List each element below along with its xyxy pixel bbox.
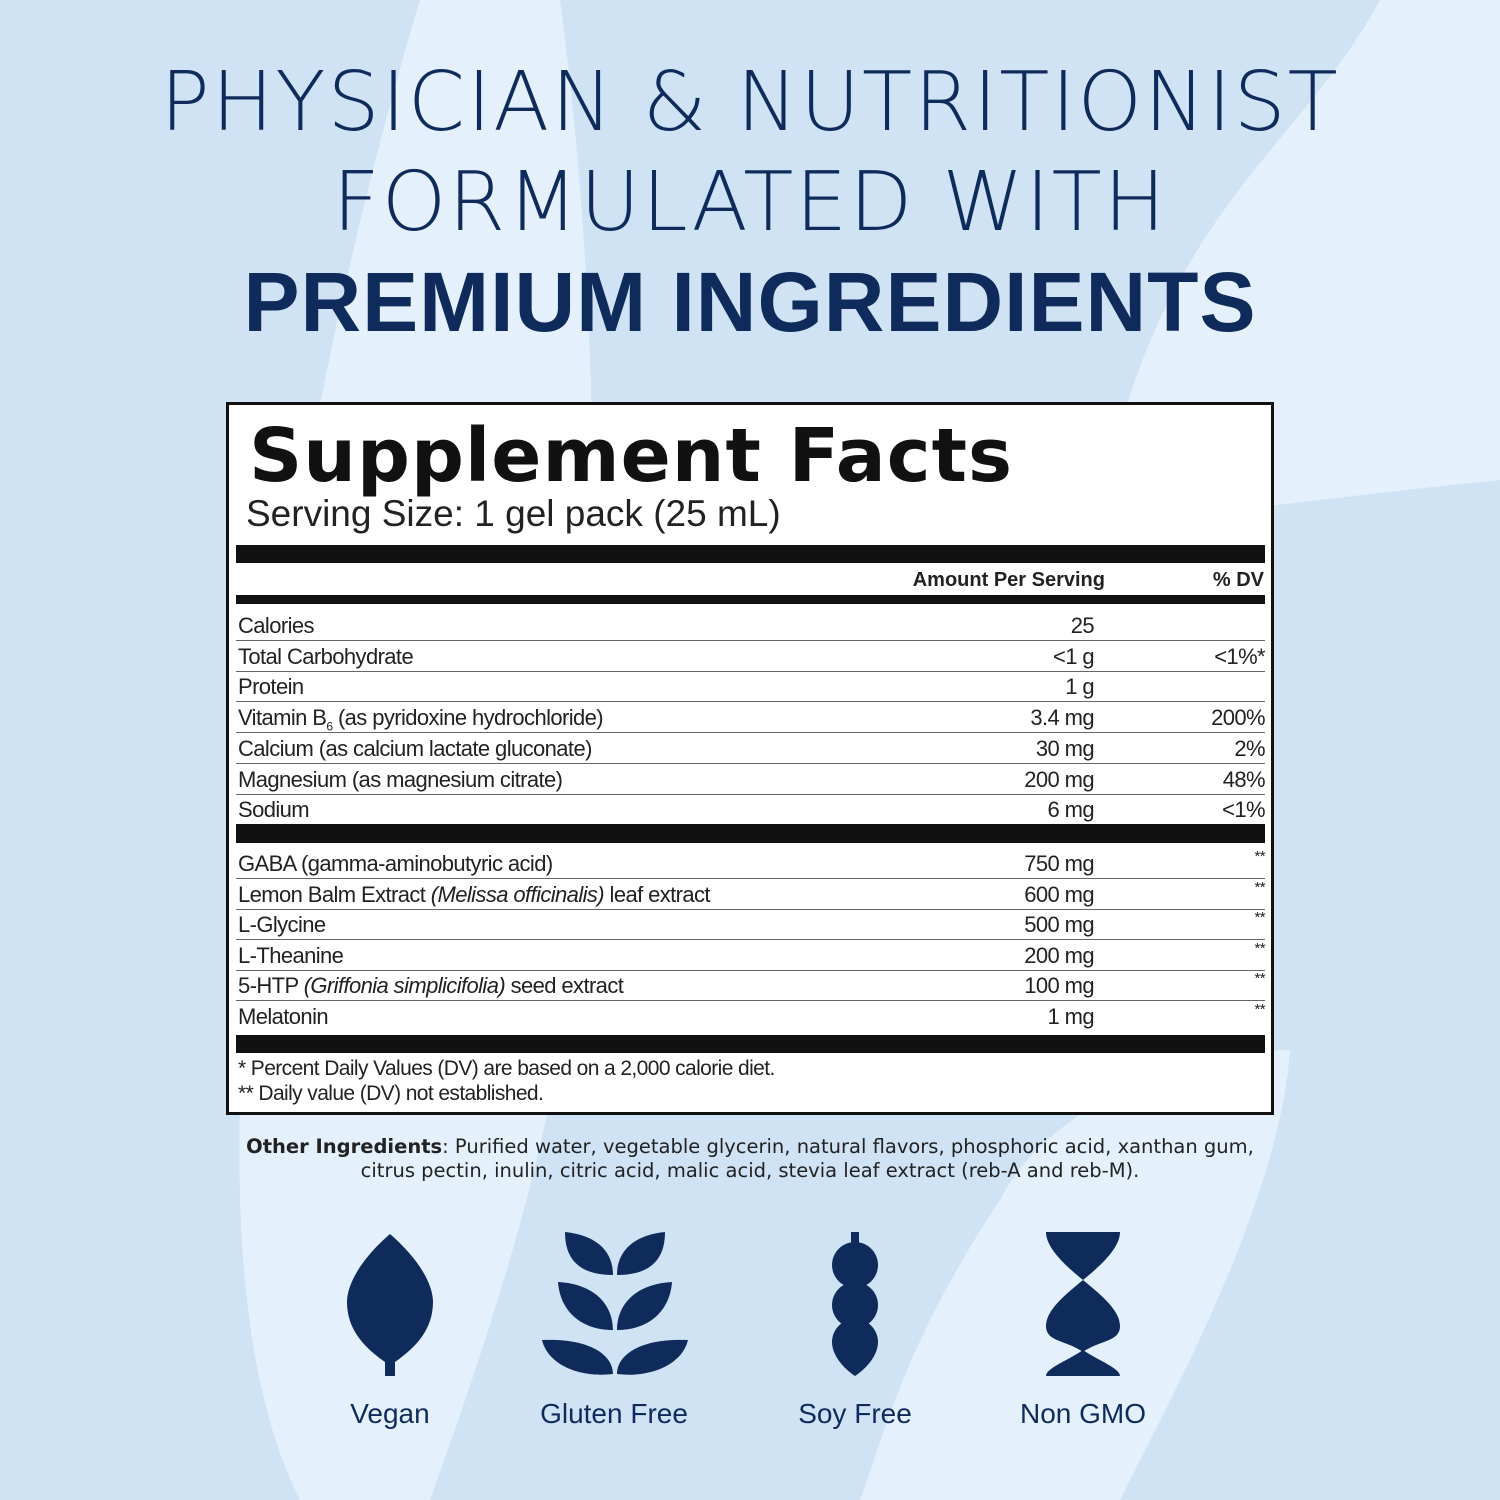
row-dv: <1%* bbox=[1214, 643, 1265, 669]
divider-bar bbox=[236, 824, 1265, 843]
badge-label-gluten-free: Gluten Free bbox=[540, 1398, 688, 1429]
wheat-icon bbox=[542, 1232, 688, 1375]
amount-header: Amount Per Serving bbox=[912, 569, 1105, 591]
serving-size: Serving Size: 1 gel pack (25 mL) bbox=[246, 493, 781, 534]
row-dv: ** bbox=[1254, 848, 1266, 865]
table-row: L-Glycine 500 mg ** bbox=[236, 909, 1266, 941]
table-row: Lemon Balm Extract (Melissa officinalis)… bbox=[236, 878, 1266, 910]
table-row: L-Theanine 200 mg ** bbox=[236, 939, 1266, 971]
row-name: Calcium (as calcium lactate gluconate) bbox=[238, 735, 592, 761]
headline-line-2: FORMULATED WITH bbox=[332, 155, 1168, 250]
table-row: Protein 1 g bbox=[236, 671, 1265, 703]
row-dv: ** bbox=[1254, 1001, 1266, 1018]
row-amount: 100 mg bbox=[1024, 973, 1094, 999]
row-dv: 200% bbox=[1211, 705, 1265, 731]
footnote-dv: * Percent Daily Values (DV) are based on… bbox=[238, 1057, 775, 1080]
row-name: Calories bbox=[238, 613, 315, 638]
supplement-facts-panel: Supplement Facts Serving Size: 1 gel pac… bbox=[226, 402, 1274, 1115]
row-dv: ** bbox=[1254, 878, 1266, 896]
row-name: 5-HTP (Griffonia simplicifolia) seed ext… bbox=[238, 973, 624, 999]
row-name: L-Glycine bbox=[238, 912, 326, 938]
row-dv: 2% bbox=[1234, 735, 1265, 761]
headline-line-1: PHYSICIAN & NUTRITIONIST bbox=[160, 55, 1340, 150]
divider-bar bbox=[236, 1035, 1265, 1053]
badge-label-vegan: Vegan bbox=[350, 1398, 430, 1429]
row-amount: 6 mg bbox=[1047, 797, 1094, 823]
row-amount: 200 mg bbox=[1024, 942, 1094, 968]
divider-bar bbox=[236, 545, 1265, 563]
row-dv: ** bbox=[1254, 939, 1266, 957]
headline-line-3: PREMIUM INGREDIENTS bbox=[243, 255, 1257, 349]
row-amount: 25 bbox=[1070, 613, 1095, 638]
leaf-icon bbox=[347, 1234, 433, 1376]
table-row: Magnesium (as magnesium citrate) 200 mg 48… bbox=[236, 764, 1266, 795]
row-name: L-Theanine bbox=[238, 942, 344, 968]
table-row: 5-HTP (Griffonia simplicifolia) seed ext… bbox=[236, 970, 1266, 1002]
row-name: Magnesium (as magnesium citrate) bbox=[238, 766, 563, 792]
table-row: Total Carbohydrate <1 g <1%* bbox=[236, 641, 1266, 672]
row-name: Protein bbox=[238, 674, 304, 700]
row-name: Lemon Balm Extract (Melissa officinalis)… bbox=[238, 881, 711, 907]
row-name: Vitamin B6 (as pyridoxine hydrochloride) bbox=[238, 705, 604, 734]
soybean-icon bbox=[832, 1232, 878, 1376]
facts-title: Supplement Facts bbox=[249, 413, 1014, 499]
row-name: Total Carbohydrate bbox=[238, 643, 414, 669]
table-row: Melatonin 1 mg ** bbox=[236, 1001, 1266, 1031]
row-amount: 600 mg bbox=[1024, 881, 1094, 907]
row-dv: 48% bbox=[1222, 766, 1266, 792]
row-amount: 1 mg bbox=[1047, 1004, 1094, 1029]
table-row: Calcium (as calcium lactate gluconate) 30… bbox=[236, 733, 1266, 764]
row-name: Melatonin bbox=[238, 1004, 329, 1029]
row-amount: <1 g bbox=[1052, 643, 1095, 669]
table-row: GABA (gamma-aminobutyric acid) 750 mg ** bbox=[236, 848, 1266, 879]
other-ingredients: Other Ingredients: Purified water, veget… bbox=[0, 1135, 1500, 1183]
badge-label-soy-free: Soy Free bbox=[798, 1398, 912, 1429]
row-amount: 200 mg bbox=[1024, 766, 1094, 792]
dna-icon bbox=[1046, 1232, 1120, 1376]
table-row: Vitamin B6 (as pyridoxine hydrochloride)… bbox=[236, 702, 1266, 734]
row-dv: ** bbox=[1254, 970, 1266, 988]
table-row: Sodium 6 mg <1% bbox=[236, 794, 1266, 824]
badge-label-non-gmo: Non GMO bbox=[1019, 1398, 1147, 1429]
row-amount: 750 mg bbox=[1024, 851, 1094, 876]
footnote-not-established: ** Daily value (DV) not established. bbox=[238, 1082, 544, 1105]
row-dv: ** bbox=[1254, 909, 1266, 927]
other-ingredients-text: citrus pectin, inulin, citric acid, mali… bbox=[360, 1159, 1140, 1182]
row-name: GABA (gamma-aminobutyric acid) bbox=[238, 851, 553, 876]
row-amount: 3.4 mg bbox=[1030, 705, 1094, 731]
row-amount: 30 mg bbox=[1035, 735, 1095, 761]
dv-header: % DV bbox=[1212, 569, 1264, 591]
other-ingredients-label: Other Ingredients bbox=[246, 1135, 443, 1158]
other-ingredients-text: : Purified water, vegetable glycerin, na… bbox=[442, 1135, 1254, 1158]
row-amount: 500 mg bbox=[1024, 912, 1094, 938]
row-amount: 1 g bbox=[1065, 674, 1094, 700]
row-name: Sodium bbox=[238, 797, 310, 823]
table-row: Calories 25 bbox=[236, 610, 1265, 641]
divider-bar bbox=[236, 595, 1265, 604]
row-dv: <1% bbox=[1222, 797, 1265, 823]
